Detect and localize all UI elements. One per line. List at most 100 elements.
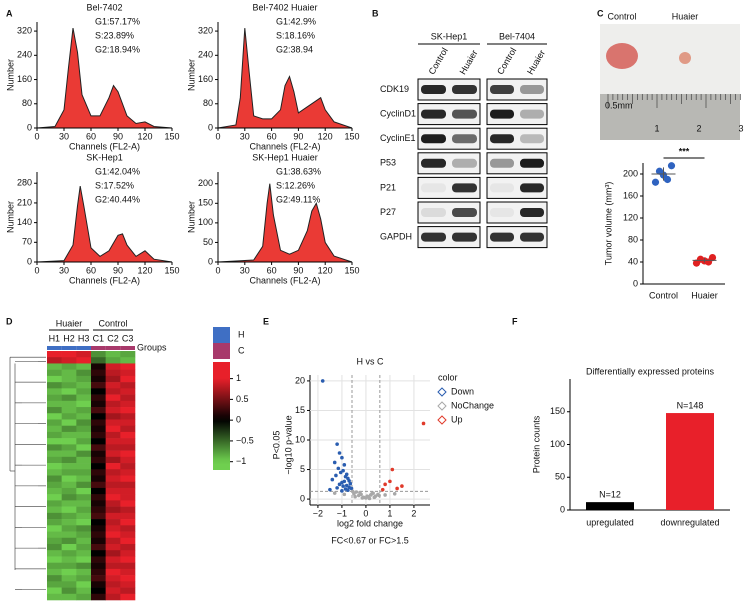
heatmap-cell <box>91 494 106 501</box>
heatmap-cell <box>47 587 62 595</box>
blot-band <box>421 109 446 119</box>
data-point <box>337 482 342 487</box>
heatmap-cell <box>61 575 77 582</box>
value-label: N=148 <box>677 400 704 410</box>
y-tick-label: 0 <box>560 504 565 514</box>
y-tick-label: 80 <box>628 234 638 244</box>
heatmap-cell <box>120 562 136 570</box>
heatmap-cell <box>76 407 92 414</box>
legend-marker <box>437 387 447 397</box>
heatmap-cell <box>91 556 106 563</box>
x-tick-label: upregulated <box>586 517 634 527</box>
group-track <box>61 346 77 350</box>
x-tick-label: −2 <box>313 508 323 518</box>
heatmap-cell <box>47 537 62 545</box>
x-tick-label: 150 <box>164 265 179 275</box>
blot-strip <box>486 103 548 126</box>
heatmap-cell <box>105 531 121 539</box>
panel-label: B <box>372 8 379 18</box>
x-tick-label: 0 <box>215 131 220 141</box>
tumor <box>606 43 638 69</box>
heatmap-cell <box>76 525 92 532</box>
heatmap-cell <box>105 550 121 557</box>
heatmap-cell <box>120 487 136 495</box>
heatmap-cell <box>76 444 92 451</box>
heatmap-cell <box>120 568 136 576</box>
heatmap-cell <box>91 444 106 451</box>
heatmap-cell <box>76 537 92 545</box>
heatmap-cell <box>47 512 62 520</box>
heatmap-cell <box>61 568 77 576</box>
heatmap-cell <box>76 469 92 476</box>
heatmap-cell <box>91 506 106 514</box>
phase-stat: S:18.16% <box>276 30 315 40</box>
heatmap-cell <box>76 450 92 458</box>
heatmap-cell <box>120 394 136 402</box>
heatmap-cell <box>76 581 92 588</box>
heatmap-cell <box>76 593 92 601</box>
blot-band <box>520 109 544 119</box>
heatmap-cell <box>61 419 77 426</box>
heatmap-cell <box>47 438 62 445</box>
protein-label: GAPDH <box>380 231 412 241</box>
heatmap-cell <box>47 568 62 576</box>
data-point <box>390 467 395 472</box>
data-point <box>341 484 345 488</box>
data-point <box>651 178 660 186</box>
heatmap-cell <box>76 456 92 464</box>
heatmap-cell <box>120 556 136 563</box>
heatmap-cell <box>76 475 92 483</box>
heatmap-cell <box>47 407 62 414</box>
heatmap-cell <box>91 382 106 389</box>
column-label: H1 <box>49 333 61 343</box>
legend-label: H <box>238 329 245 339</box>
protein-label: CDK19 <box>380 84 409 94</box>
lane-label: Huaier <box>525 48 547 76</box>
heatmap-cell <box>47 593 62 601</box>
blot-strip <box>486 226 548 249</box>
blot-band <box>520 134 544 144</box>
heatmap-cell <box>120 375 136 383</box>
heatmap-cell <box>47 450 62 458</box>
heatmap-cell <box>105 525 121 532</box>
heatmap-cell <box>120 357 136 364</box>
phase-stat: G1:42.04% <box>95 166 140 176</box>
data-point <box>704 258 713 266</box>
heatmap-cell <box>47 487 62 495</box>
heatmap-cell <box>105 506 121 514</box>
heatmap-cell <box>120 593 136 601</box>
y-tick-label: 240 <box>198 50 213 60</box>
column-label: C1 <box>93 333 105 343</box>
phase-stat: G2:38.94 <box>276 44 313 54</box>
heatmap-cell <box>91 394 106 402</box>
heatmap-cell <box>47 357 62 364</box>
heatmap-cell <box>61 357 77 364</box>
heatmap-cell <box>76 388 92 395</box>
heatmap-cell <box>120 419 136 426</box>
data-point <box>354 490 359 494</box>
x-tick-label: 150 <box>344 131 359 141</box>
data-point <box>348 481 353 486</box>
y-tick-label: 20 <box>295 375 305 385</box>
lane-label: Control <box>495 46 518 76</box>
protein-label: P27 <box>380 207 396 217</box>
heatmap-cell <box>76 550 92 557</box>
heatmap-cell <box>61 525 77 532</box>
photo-label: Control <box>607 11 636 21</box>
heatmap-cell <box>47 475 62 483</box>
y-tick-label: 0 <box>633 278 638 288</box>
group-track <box>91 346 106 350</box>
data-point <box>342 463 347 467</box>
phase-stat: S:23.89% <box>95 30 134 40</box>
bar <box>666 413 714 510</box>
heatmap-cell <box>61 519 77 526</box>
heatmap-cell <box>91 550 106 557</box>
y-tick-label: 0 <box>27 256 32 266</box>
data-point <box>330 477 335 482</box>
heatmap-cell <box>91 500 106 507</box>
heatmap-cell <box>91 431 106 439</box>
heatmap-cell <box>61 537 77 545</box>
group-track <box>47 346 62 350</box>
blot-band <box>452 134 477 144</box>
heatmap-cell <box>47 519 62 526</box>
